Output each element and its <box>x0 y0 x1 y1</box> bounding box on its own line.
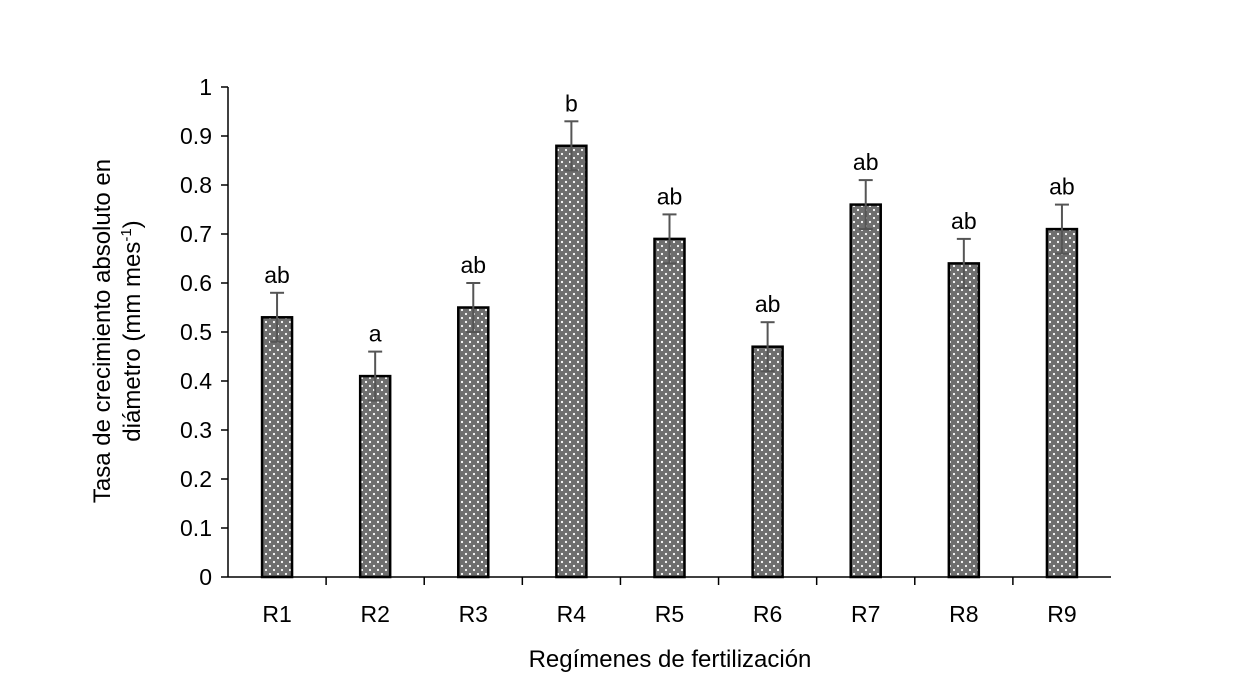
y-tick-label: 0.6 <box>180 270 212 296</box>
x-tick-label-r6: R6 <box>753 601 782 627</box>
error-bar-r2 <box>368 350 383 402</box>
axes-layer <box>221 86 1111 585</box>
y-tick-label: 0.2 <box>180 466 212 492</box>
bar-r2 <box>358 374 392 579</box>
y-tick-label: 0 <box>199 564 212 590</box>
significance-label-r7: ab <box>853 149 879 175</box>
bar-r7 <box>849 203 882 579</box>
significance-label-r4: b <box>565 90 578 116</box>
significance-label-r2: a <box>369 321 382 347</box>
y-axis-title: Tasa de crecimiento absoluto en diámetro… <box>89 159 146 503</box>
x-tick-label-r3: R3 <box>459 601 488 627</box>
y-axis-title-line2-prefix: diámetro (mm mes <box>119 242 146 442</box>
x-tick-label-r7: R7 <box>851 601 880 627</box>
x-axis-title: Regímenes de fertilización <box>529 646 812 673</box>
significance-label-r1: ab <box>264 262 290 288</box>
x-tick-label-r5: R5 <box>655 601 684 627</box>
error-bar-r1 <box>270 291 285 343</box>
error-bar-r7 <box>858 179 873 231</box>
bar-r1 <box>260 316 294 579</box>
significance-label-r3: ab <box>460 252 486 278</box>
y-tick-label: 0.9 <box>180 123 212 149</box>
y-tick-label: 1 <box>199 74 212 100</box>
y-tick-label: 0.4 <box>180 368 212 394</box>
y-axis-title-line1: Tasa de crecimiento absoluto en <box>89 159 116 503</box>
significance-label-r5: ab <box>657 183 683 209</box>
bars-layer <box>260 120 1079 579</box>
y-tick-label: 0.7 <box>180 221 212 247</box>
significance-label-r8: ab <box>951 208 977 234</box>
error-bar-r6 <box>760 321 775 373</box>
x-tick-label-r1: R1 <box>262 601 291 627</box>
labels-layer: ab R1 a R2 ab R3 b R4 ab R5 ab R6 ab R7 ab R8 ab R9 0 0.1 0.… <box>180 74 1077 627</box>
y-axis-title-unit-exponent: -1 <box>118 228 135 241</box>
error-bar-r9 <box>1054 203 1069 255</box>
y-tick-label: 0.8 <box>180 172 212 198</box>
error-bar-r3 <box>466 282 481 333</box>
significance-label-r9: ab <box>1049 174 1075 200</box>
bar-r8 <box>947 262 981 579</box>
x-tick-label-r9: R9 <box>1047 601 1076 627</box>
x-tick-label-r2: R2 <box>360 601 389 627</box>
x-tick-label-r8: R8 <box>949 601 978 627</box>
error-bar-r4 <box>564 120 579 172</box>
y-tick-label: 0.1 <box>180 515 212 541</box>
y-axis-title-line2: diámetro (mm mes-1) <box>118 220 146 441</box>
bar-r3 <box>457 306 490 579</box>
error-bar-r5 <box>662 213 677 265</box>
bar-r4 <box>555 144 588 579</box>
bar-r6 <box>751 345 784 579</box>
y-axis-title-line2-suffix: ) <box>119 220 146 228</box>
bar-r5 <box>653 237 686 579</box>
x-tick-label-r4: R4 <box>557 601 587 627</box>
bar-r9 <box>1045 227 1079 579</box>
error-bar-r8 <box>956 237 971 289</box>
y-tick-label: 0.3 <box>180 417 212 443</box>
y-tick-label: 0.5 <box>180 319 212 345</box>
significance-label-r6: ab <box>755 291 781 317</box>
